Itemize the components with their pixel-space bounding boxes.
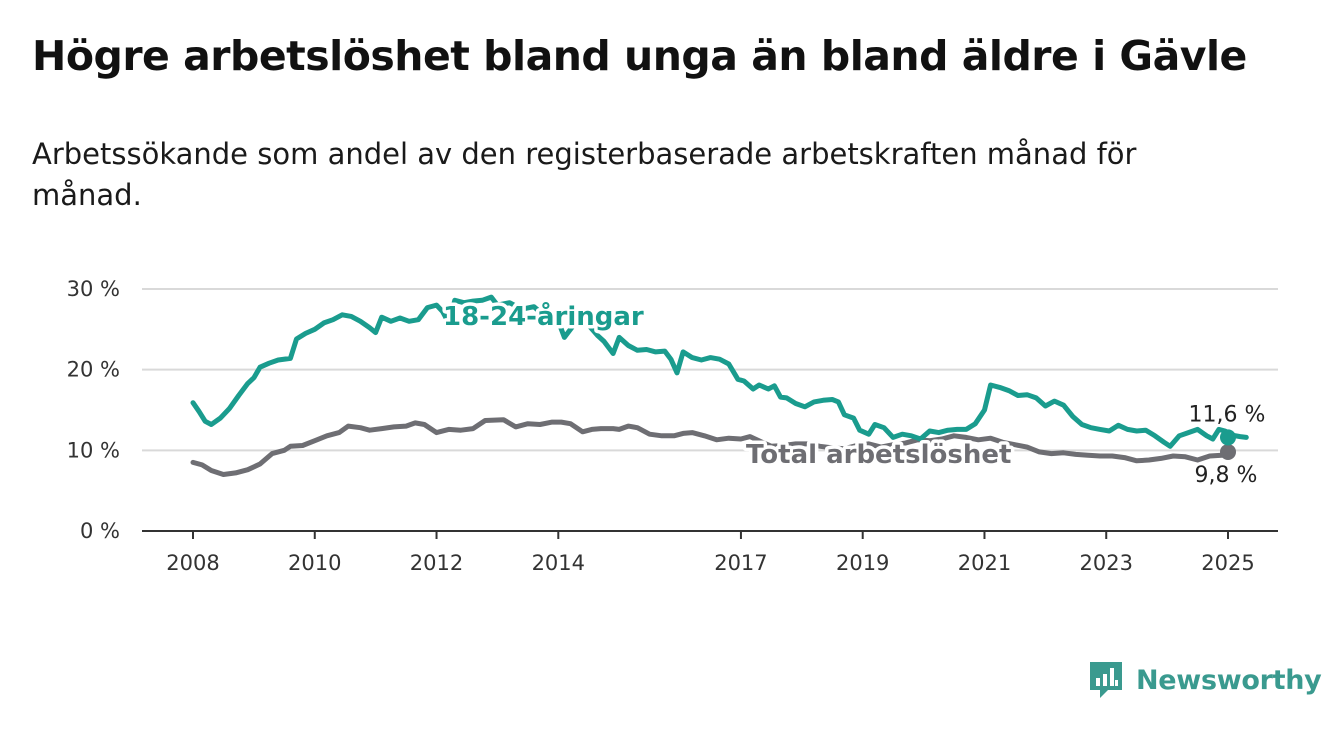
bar-chart-logo-icon [1090, 662, 1122, 698]
y-axis-ticks: 0 % 10 % 20 % 30 % [67, 277, 120, 543]
chart-subtitle: Arbetssökande som andel av den registerb… [32, 137, 1137, 212]
gridlines [142, 288, 1278, 532]
series-end-marker [1220, 443, 1236, 460]
series-name-label: Total arbetslöshet [746, 440, 1011, 470]
series-labels: 9,8 % 11,6 % Total arbetslöshet 18-24-åring… [440, 297, 1266, 488]
brand-name: Newsworthy [1136, 664, 1322, 696]
series-end-label: 11,6 % [1189, 402, 1266, 427]
x-tick-label: 2019 [836, 551, 889, 575]
series-lines [190, 294, 1249, 477]
x-tick-label: 2008 [166, 551, 219, 575]
y-tick-label: 20 % [67, 358, 120, 382]
series-name-label: 18-24-åringar [443, 300, 644, 332]
y-tick-label: 0 % [80, 519, 120, 543]
x-tick-label: 2012 [410, 551, 463, 575]
x-tick-label: 2010 [288, 551, 341, 575]
x-tick-label: 2014 [532, 551, 585, 575]
series-end-marker [1220, 429, 1236, 446]
x-tick-label: 2023 [1080, 551, 1133, 575]
x-axis-ticks: 2008 2010 2012 2014 2017 2019 2021 2023 2025 [166, 531, 1255, 575]
x-tick-label: 2021 [958, 551, 1011, 575]
x-tick-label: 2025 [1201, 551, 1254, 575]
series-end-label: 9,8 % [1195, 463, 1258, 488]
series-line-youth [190, 294, 1249, 449]
y-tick-label: 30 % [67, 277, 120, 301]
newsworthy-logo: Newsworthy [1088, 660, 1322, 700]
chart-title: Högre arbetslöshet bland unga än bland ä… [32, 32, 1247, 80]
series-line-total [190, 417, 1231, 477]
y-tick-label: 10 % [67, 438, 120, 462]
x-tick-label: 2017 [714, 551, 767, 575]
